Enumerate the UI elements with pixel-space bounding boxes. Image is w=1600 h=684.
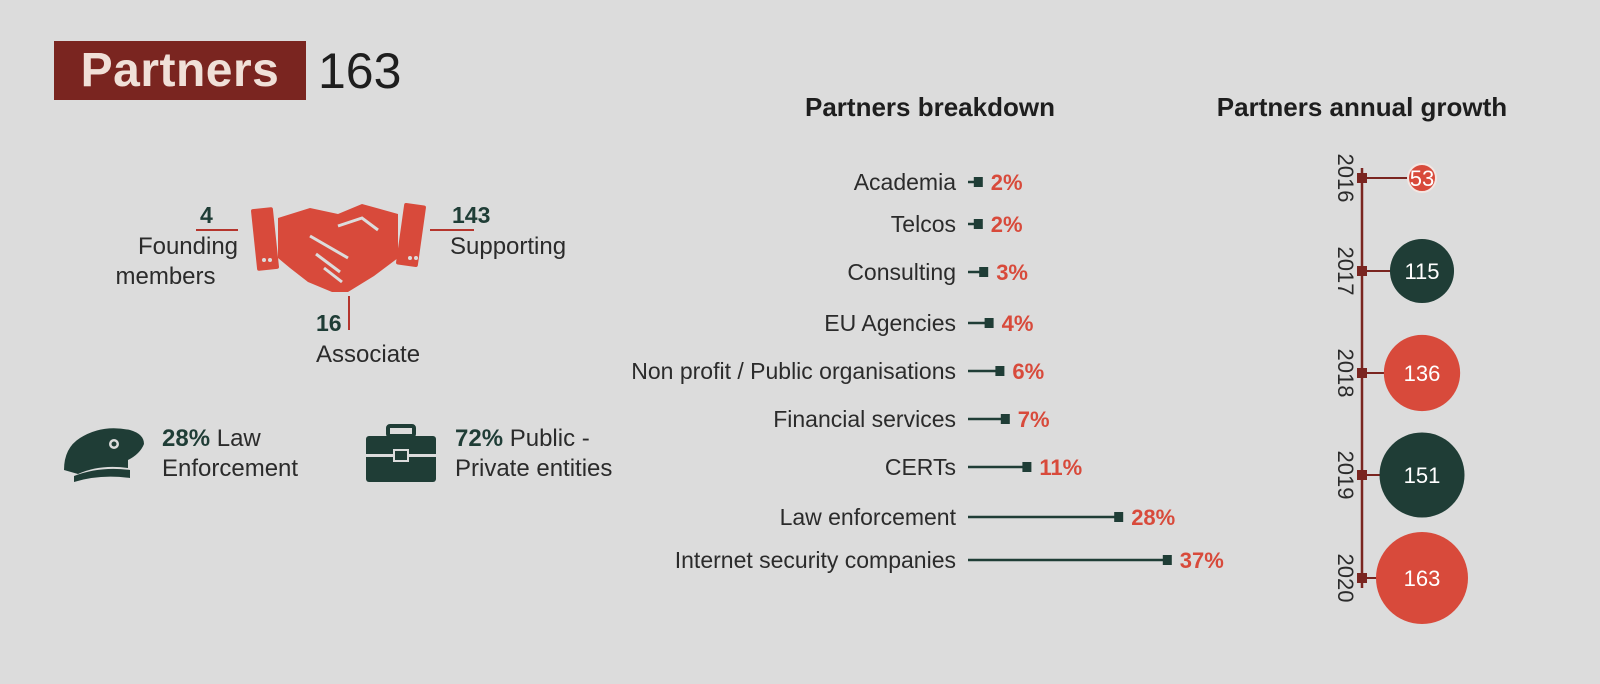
- growth-year-label: 2019: [1333, 451, 1358, 500]
- growth-chart: Partners annual growth 2016 53 2017 115 2018 1…: [1217, 92, 1507, 624]
- public-private-label-1: Public -: [509, 425, 590, 452]
- breakdown-category-label: Non profit / Public organisations: [631, 358, 956, 384]
- breakdown-category-label: CERTs: [885, 454, 956, 480]
- founding-count: 4: [200, 202, 213, 228]
- growth-bubble: [1383, 334, 1461, 412]
- briefcase-icon: [366, 424, 436, 482]
- associate-count: 16: [316, 310, 342, 336]
- founding-label: Founding members: [115, 232, 258, 292]
- growth-bubble: [1379, 432, 1465, 518]
- breakdown-value-label: 6%: [1012, 359, 1044, 384]
- breakdown-bar-end: [1022, 462, 1032, 472]
- growth-year-label: 2016: [1333, 154, 1358, 203]
- growth-bubble: [1389, 238, 1455, 304]
- breakdown-bar-end: [1162, 555, 1172, 565]
- associate-line: [348, 296, 350, 330]
- breakdown-value-label: 11%: [1039, 455, 1082, 480]
- law-text: 28% Law Enforcement: [162, 424, 298, 484]
- growth-marker: [1357, 368, 1367, 378]
- breakdown-category-label: Internet security companies: [675, 547, 956, 573]
- handshake-icon: [251, 203, 426, 292]
- breakdown-bar-end: [995, 366, 1005, 376]
- breakdown-category-label: EU Agencies: [824, 310, 956, 336]
- breakdown-value-label: 28%: [1131, 505, 1175, 530]
- breakdown-category-label: Consulting: [847, 259, 956, 285]
- header-total: 163: [318, 43, 402, 99]
- growth-year-label: 2017: [1333, 247, 1358, 296]
- breakdown-value-label: 4%: [1002, 311, 1034, 336]
- breakdown-value-label: 37%: [1180, 548, 1224, 573]
- growth-value-label: 136: [1404, 361, 1441, 386]
- breakdown-category-label: Academia: [854, 169, 956, 195]
- founding-label-1: Founding: [137, 233, 239, 260]
- breakdown-value-label: 2%: [991, 170, 1023, 195]
- growth-year-label: 2020: [1333, 554, 1358, 603]
- breakdown-value-label: 7%: [1018, 407, 1050, 432]
- growth-year-label: 2018: [1333, 349, 1358, 398]
- header-badge: Partners: [54, 41, 306, 100]
- header-label: Partners: [80, 44, 280, 97]
- growth-value-label: 115: [1404, 259, 1439, 284]
- police-cap-icon: [64, 428, 144, 482]
- breakdown-bar-end: [1000, 414, 1010, 424]
- breakdown-bar-end: [984, 318, 994, 328]
- public-private-label-2: Private entities: [455, 455, 613, 482]
- growth-bubble: [1376, 532, 1468, 624]
- breakdown-value-label: 2%: [991, 212, 1023, 237]
- supporting-count: 143: [452, 202, 491, 228]
- public-private-pct: 72%: [455, 425, 504, 452]
- breakdown-category-label: Law enforcement: [780, 504, 957, 530]
- breakdown-bar-end: [973, 177, 983, 187]
- associate-label: Associate: [316, 341, 421, 368]
- law-label-2: Enforcement: [162, 455, 299, 482]
- law-label-1: Law: [216, 425, 261, 452]
- supporting-label: Supporting: [450, 233, 567, 260]
- growth-bubble: [1407, 163, 1437, 193]
- breakdown-category-label: Financial services: [773, 406, 956, 432]
- breakdown-bar-end: [973, 219, 983, 229]
- growth-marker: [1357, 573, 1367, 583]
- public-private-text: 72% Public - Private entities: [455, 424, 612, 484]
- breakdown-chart: Partners breakdown Academia 2% Telcos 2% Cons…: [631, 92, 1224, 573]
- growth-value-label: 163: [1404, 566, 1441, 591]
- founding-line: [196, 229, 238, 231]
- growth-value-label: 53: [1410, 166, 1434, 191]
- supporting-line: [430, 229, 474, 231]
- growth-marker: [1357, 470, 1367, 480]
- growth-value-label: 151: [1404, 463, 1441, 488]
- breakdown-category-label: Telcos: [891, 211, 956, 237]
- breakdown-title: Partners breakdown: [805, 92, 1055, 122]
- founding-label-2: members: [115, 263, 216, 290]
- growth-marker: [1357, 173, 1367, 183]
- growth-marker: [1357, 266, 1367, 276]
- growth-title: Partners annual growth: [1217, 92, 1507, 122]
- breakdown-value-label: 3%: [996, 260, 1028, 285]
- law-pct: 28%: [162, 425, 211, 452]
- breakdown-bar-end: [979, 267, 989, 277]
- breakdown-bar-end: [1114, 512, 1124, 522]
